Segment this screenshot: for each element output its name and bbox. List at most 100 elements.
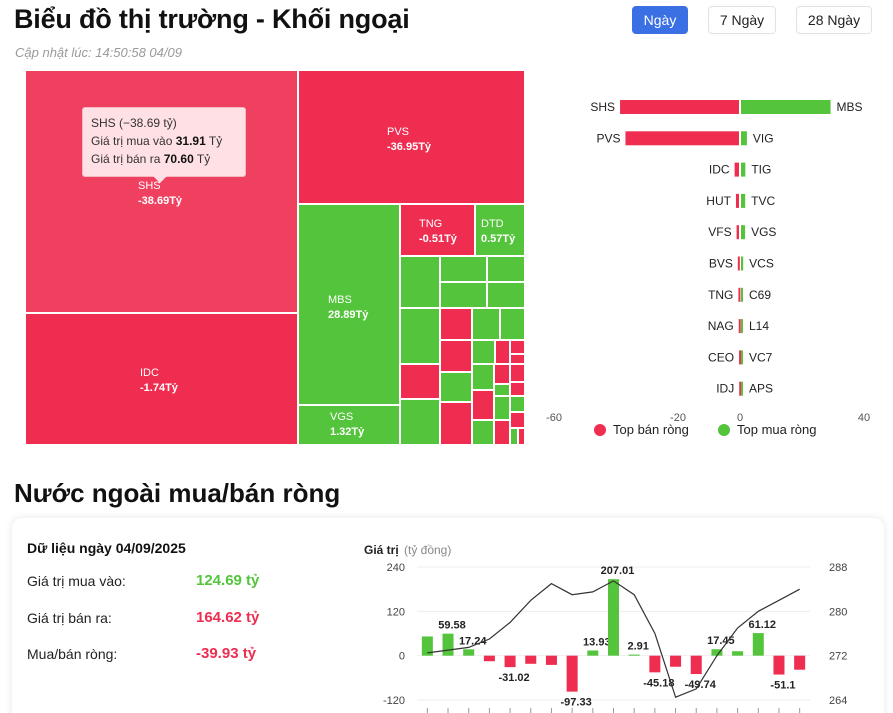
sell-bar (738, 287, 741, 302)
tile-small[interactable] (440, 282, 487, 308)
range-28day-button[interactable]: 28 Ngày (796, 6, 872, 34)
net-value: -39.93 tỷ (196, 645, 257, 662)
bar-data-label: -97.33 (561, 697, 592, 709)
sell-ticker: PVS (596, 131, 620, 145)
tile-small[interactable] (495, 340, 510, 364)
tile-small[interactable] (440, 256, 487, 282)
tile-small[interactable] (510, 354, 525, 364)
legend-buy-label: Top mua ròng (737, 422, 817, 437)
tile-idc[interactable]: IDC -1.74Tỷ (25, 313, 298, 445)
tile-small[interactable] (440, 372, 472, 402)
tile-small[interactable] (472, 420, 494, 445)
buy-bar (741, 350, 743, 365)
tile-small[interactable] (440, 402, 472, 445)
buy-bar (741, 100, 831, 114)
range-day-button[interactable]: Ngày (632, 6, 688, 34)
tile-small[interactable] (400, 399, 440, 445)
sell-label: Giá trị bán ra: (27, 610, 112, 626)
buy-bar (741, 287, 743, 302)
y2-tick-label: 280 (829, 606, 847, 618)
tile-small[interactable] (400, 256, 440, 308)
tile-small[interactable] (472, 308, 500, 340)
sell-ticker: NAG (708, 319, 734, 333)
tile-small[interactable] (472, 340, 495, 364)
tile-tng[interactable]: TNG -0.51Tỷ (400, 204, 475, 256)
bar-data-label: 61.12 (749, 619, 777, 631)
flow-bar (794, 655, 806, 670)
y-tick-label: 120 (387, 606, 405, 618)
tile-value: 1.32Tỷ (330, 426, 365, 438)
legend-sell[interactable]: Top bán ròng (594, 422, 689, 437)
legend-buy-dot (718, 423, 730, 436)
y-axis-unit: (tỷ đồng) (404, 543, 451, 557)
tooltip-buy-value: 31.91 (175, 134, 206, 148)
tile-small[interactable] (400, 308, 440, 364)
tile-pvs[interactable]: PVS -36.95Tỷ (298, 70, 525, 204)
tile-small[interactable] (494, 384, 510, 396)
buy-bar (741, 193, 746, 208)
tile-small[interactable] (510, 382, 525, 396)
tile-small[interactable] (487, 256, 525, 282)
data-date-label: Dữ liệu ngày 04/09/2025 (27, 540, 186, 556)
y-tick-label: 240 (387, 562, 405, 574)
tooltip-sell-value: 70.60 (163, 152, 194, 166)
tile-small[interactable] (472, 364, 494, 390)
buy-bar (741, 256, 744, 271)
net-flow-chart: Giá trị (tỷ đồng) 240 120 0 -120 288 280 272 264 5… (364, 543, 847, 713)
bar-data-label: 59.58 (438, 620, 466, 632)
tile-value: -0.51Tỷ (419, 233, 457, 245)
tile-small[interactable] (472, 390, 494, 420)
top-net-chart: SHS MBS PVS VIG IDC TIG HUT TVC VFS VGS BVS VCS TNG C… (546, 100, 870, 424)
tile-mbs[interactable]: MBS 28.89Tỷ (298, 204, 400, 405)
tooltip-sell-label: Giá trị bán ra (91, 152, 161, 166)
sell-bar (735, 193, 739, 208)
bar-data-label: -49.74 (685, 679, 717, 691)
tile-small[interactable] (440, 340, 472, 372)
tile-small[interactable] (518, 428, 525, 445)
tile-small[interactable] (510, 428, 518, 445)
tile-value: 28.89Tỷ (328, 309, 369, 321)
sell-bar (739, 381, 742, 396)
tile-small[interactable] (494, 420, 510, 445)
bar-data-label: -31.02 (498, 672, 529, 684)
tile-dtd[interactable]: DTD 0.57Tỷ (475, 204, 525, 256)
tile-vgs[interactable]: VGS 1.32Tỷ (298, 405, 400, 445)
range-7day-button[interactable]: 7 Ngày (708, 6, 776, 34)
foreign-treemap: SHS -38.69Tỷ PVS -36.95Tỷ IDC -1.74Tỷ MB… (25, 70, 525, 445)
flow-bar (628, 654, 640, 656)
x-tick-label: 40 (858, 412, 870, 424)
buy-ticker: TIG (751, 163, 771, 177)
y2-tick-label: 272 (829, 651, 847, 663)
tile-small[interactable] (440, 308, 472, 340)
tile-value: -1.74Tỷ (140, 382, 178, 394)
tile-small[interactable] (487, 282, 525, 308)
bar-data-label: -45.18 (643, 677, 674, 689)
flow-bar (566, 655, 578, 692)
flow-bar (752, 633, 764, 656)
tile-small[interactable] (510, 340, 525, 354)
tile-small[interactable] (494, 396, 510, 420)
tile-small[interactable] (500, 308, 525, 340)
tile-ticker: IDC (140, 367, 159, 379)
flow-bar (483, 655, 495, 662)
tile-small[interactable] (510, 412, 525, 428)
legend-buy[interactable]: Top mua ròng (718, 422, 817, 437)
flow-bar (463, 649, 475, 656)
sell-ticker: TNG (708, 288, 733, 302)
tile-small[interactable] (494, 364, 510, 384)
flow-bar (649, 655, 661, 673)
tile-ticker: DTD (481, 218, 504, 230)
tile-small[interactable] (510, 364, 525, 382)
buy-ticker: VIG (753, 131, 774, 145)
section-title: Nước ngoài mua/bán ròng (14, 478, 341, 508)
buy-ticker: C69 (749, 288, 771, 302)
sell-ticker: CEO (708, 350, 734, 364)
tile-small[interactable] (510, 396, 525, 412)
flow-bar (690, 655, 702, 675)
sell-bar (739, 350, 742, 365)
treemap-tooltip: SHS (−38.69 tỷ) Giá trị mua vào 31.91 Tỷ… (82, 107, 246, 183)
y-tick-label: -120 (383, 695, 405, 707)
sell-ticker: HUT (706, 194, 731, 208)
buy-ticker: TVC (751, 194, 775, 208)
tile-small[interactable] (400, 364, 440, 399)
